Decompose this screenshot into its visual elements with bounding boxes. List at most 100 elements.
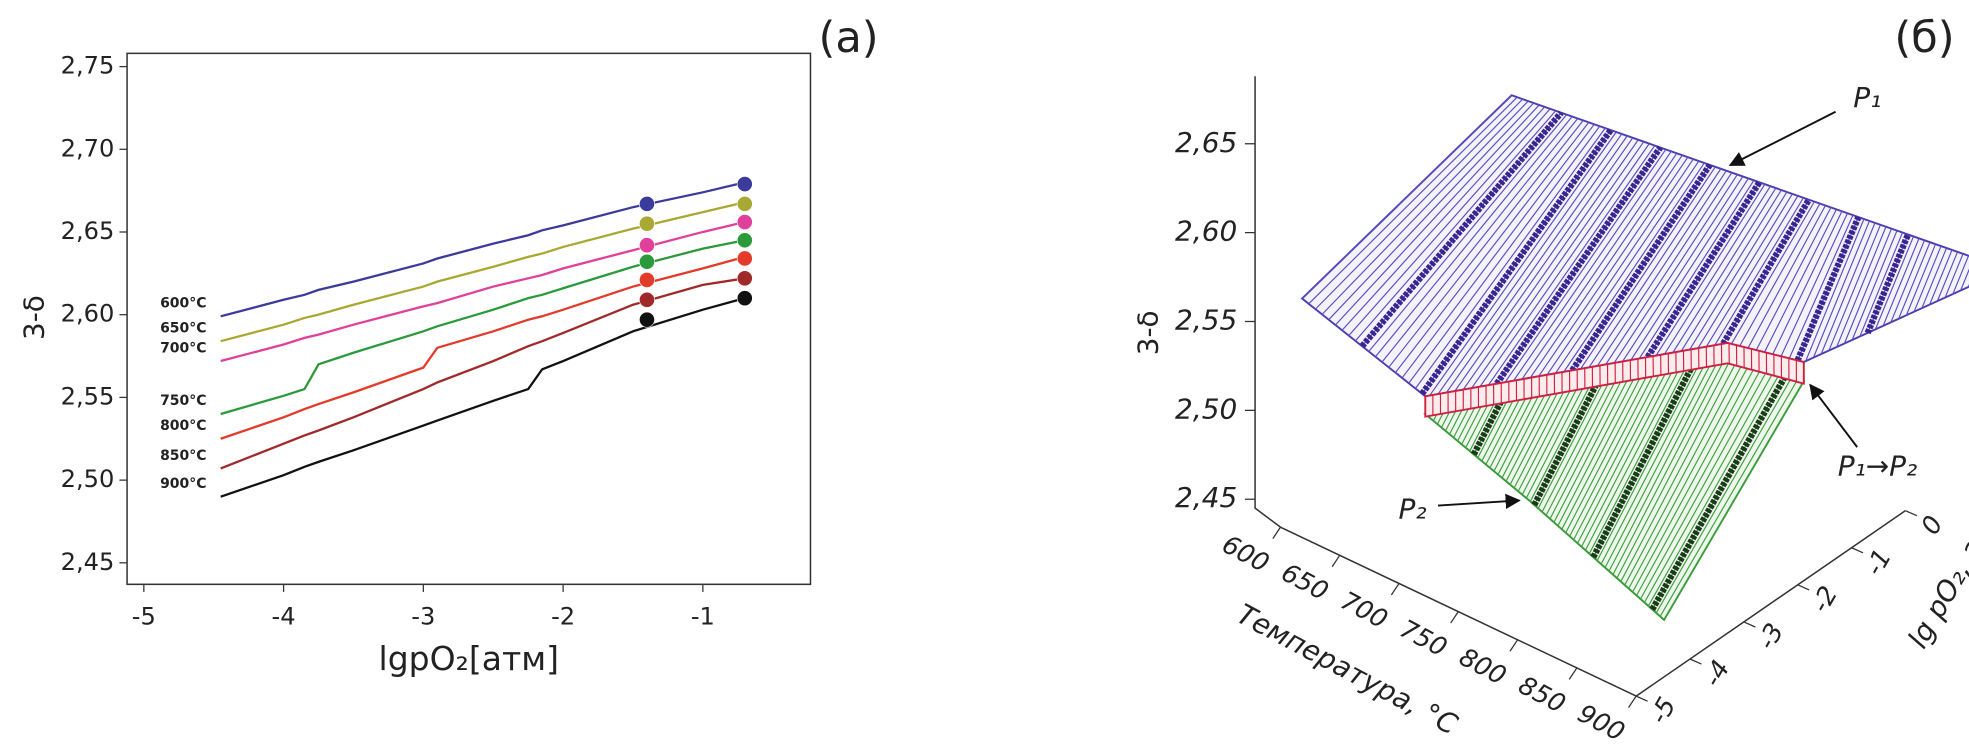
hatch-line — [1780, 212, 1848, 357]
hatch-line — [1632, 368, 1755, 593]
hatch-line — [1659, 379, 1799, 617]
hatch-line — [1525, 386, 1585, 499]
hatch-line — [1643, 373, 1774, 603]
hatch-line — [1851, 230, 1898, 341]
stripe-line — [1569, 163, 1713, 373]
hatch-line — [1636, 369, 1761, 596]
hatch-line — [1605, 172, 1733, 365]
hatch-line — [1588, 168, 1722, 368]
surface-group — [1300, 94, 1969, 622]
legend-label: 700°C — [160, 340, 206, 356]
legend-label: 800°C — [160, 418, 206, 434]
hatch-line — [1328, 102, 1535, 321]
annotation-arrow — [1437, 493, 1521, 509]
x-tick — [1331, 554, 1341, 568]
hatch-line — [1680, 189, 1782, 352]
z-axis-label: 3-δ — [1132, 310, 1165, 355]
hatch-line — [1461, 404, 1483, 445]
hatch-line — [1479, 143, 1650, 387]
series-line — [220, 277, 745, 470]
hatch-line — [1549, 380, 1622, 520]
legend-label: 750°C — [160, 393, 206, 409]
hatch-line — [1368, 114, 1568, 352]
y-tick-label: -2 — [1805, 581, 1844, 618]
hatch-line — [1616, 362, 1730, 579]
y-tick-label: 2,55 — [61, 382, 115, 410]
legend-label: 600°C — [160, 296, 206, 312]
hatch-line — [1788, 214, 1854, 359]
x-axis-label: Температура, °C — [1232, 597, 1464, 741]
hatch-line — [1638, 180, 1755, 359]
hatch-line — [1381, 118, 1579, 363]
hatch-line — [1354, 110, 1557, 342]
hatch-line — [1588, 369, 1686, 554]
y-tick-label: 0 — [1915, 510, 1949, 539]
series-line — [220, 255, 746, 440]
x-axis-label: lgpO₂[атм] — [379, 639, 559, 678]
stripe-line — [1720, 198, 1812, 346]
hatch-line — [1517, 388, 1572, 492]
hatch-line — [1401, 123, 1595, 379]
z-tick-label: 2,65 — [1175, 126, 1237, 159]
marker — [639, 311, 655, 328]
y-tick-label: -1 — [1858, 544, 1897, 581]
y-tick-label: -4 — [1697, 655, 1736, 692]
y-tick — [1689, 658, 1702, 665]
hatch-line — [1429, 131, 1617, 396]
hatch-line — [1497, 394, 1540, 475]
y-tick — [1851, 547, 1864, 554]
hatch-line — [1473, 400, 1502, 455]
y-tick — [1905, 510, 1918, 517]
hatch-line — [1898, 242, 1931, 319]
y-axis — [1635, 510, 1906, 697]
marker — [736, 232, 753, 249]
hatch-line — [1465, 402, 1490, 448]
series-line — [220, 201, 746, 343]
marker — [639, 291, 655, 308]
x-tick-label: 850 — [1514, 670, 1571, 719]
hatch-line — [1394, 121, 1590, 373]
y-tick-label: 2,70 — [61, 134, 115, 162]
hatch-line — [1521, 152, 1678, 380]
hatch-line — [1487, 145, 1656, 386]
hatch-line — [1913, 245, 1942, 312]
legend-label: 900°C — [160, 476, 206, 492]
hatch-line — [1513, 151, 1672, 382]
hatch-line — [1553, 378, 1629, 523]
y-tick — [1743, 621, 1756, 628]
panel-label: (a) — [819, 13, 879, 63]
stripe-line — [1494, 145, 1663, 386]
annotation: P₁→P₂ — [1838, 449, 1918, 482]
hatch-line — [1596, 366, 1698, 561]
hatch-line — [1573, 373, 1660, 541]
stripe-line — [1864, 233, 1911, 335]
hatch-line — [1584, 370, 1679, 551]
stripe-line — [1531, 383, 1599, 507]
x-tick-label: -5 — [132, 602, 156, 630]
x-tick — [1568, 667, 1578, 680]
marker — [639, 195, 655, 212]
z-tick-label: 2,55 — [1175, 303, 1237, 336]
hatch-line — [1348, 108, 1551, 336]
marker — [736, 270, 753, 287]
marker — [736, 290, 753, 307]
hatch-line — [1414, 127, 1606, 389]
hatch-line — [1437, 133, 1623, 395]
z-tick-label: 2,60 — [1175, 215, 1237, 248]
hatch-line — [1521, 387, 1578, 495]
hatch-line — [1321, 100, 1529, 315]
plot-frame — [126, 52, 812, 586]
hatch-line — [1647, 374, 1780, 607]
y-tick-label: -5 — [1643, 692, 1682, 729]
hatch-line — [1890, 240, 1926, 323]
hatch-line — [1462, 139, 1639, 390]
hatch-line — [1569, 374, 1654, 537]
stripe-line — [1794, 215, 1862, 362]
marker — [736, 195, 753, 212]
hatch-line — [1561, 376, 1641, 530]
hatch-line — [1493, 395, 1534, 472]
x-tick-label: -3 — [411, 602, 435, 630]
stripe-line — [1649, 374, 1788, 612]
panel-label: (б) — [1894, 13, 1954, 63]
